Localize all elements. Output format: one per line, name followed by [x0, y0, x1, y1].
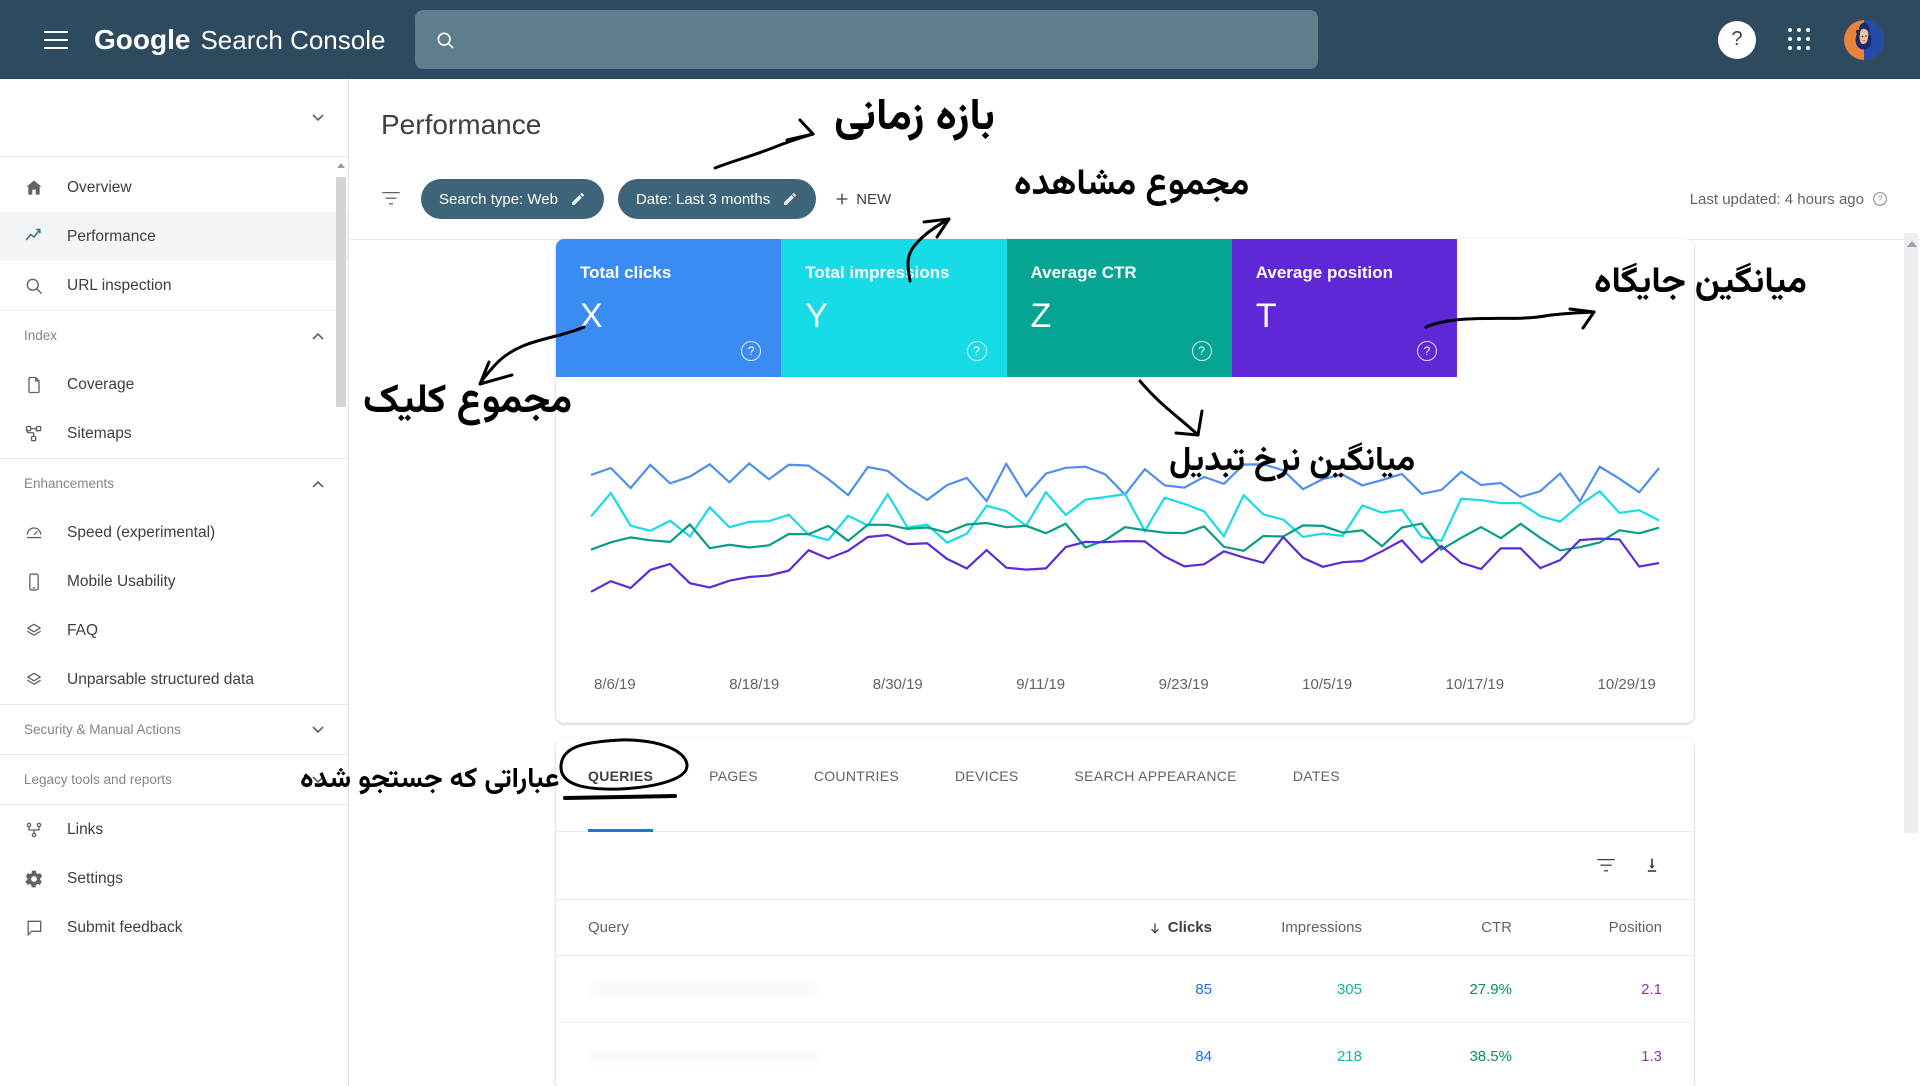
svg-text:?: ? [1878, 195, 1883, 204]
